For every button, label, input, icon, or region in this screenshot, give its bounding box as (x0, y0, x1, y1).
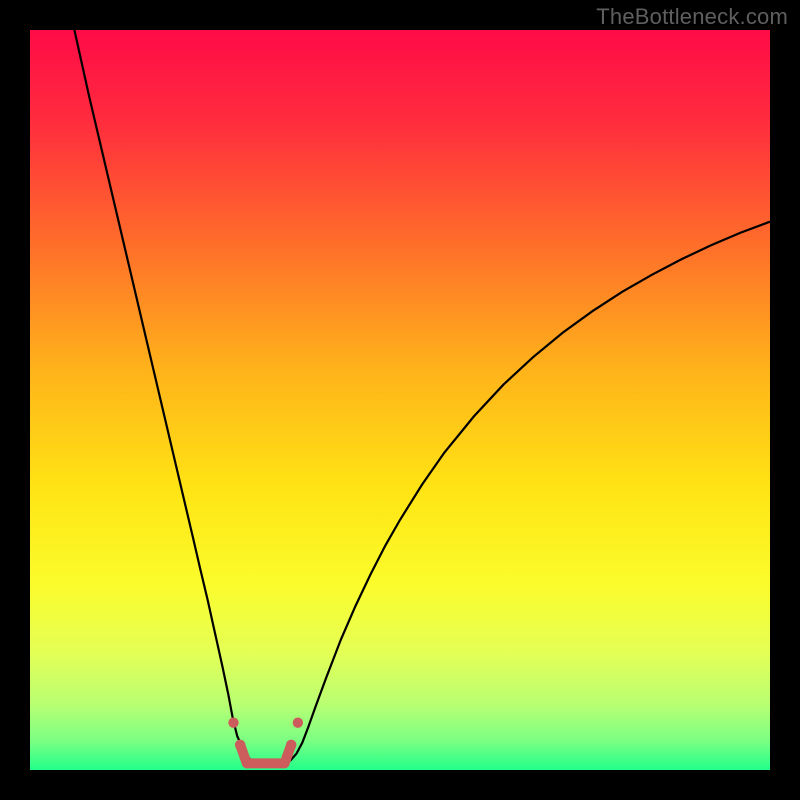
bottom-mark-dot (286, 740, 296, 750)
bottom-mark-dot (293, 717, 303, 727)
bottom-marks (228, 717, 303, 763)
curve-layer (30, 30, 770, 770)
plot-area (30, 30, 770, 770)
figure-canvas: TheBottleneck.com (0, 0, 800, 800)
bottom-mark-dot (228, 717, 238, 727)
bottleneck-curve (74, 30, 770, 767)
watermark-text: TheBottleneck.com (596, 4, 788, 30)
bottom-mark-dot (235, 740, 245, 750)
